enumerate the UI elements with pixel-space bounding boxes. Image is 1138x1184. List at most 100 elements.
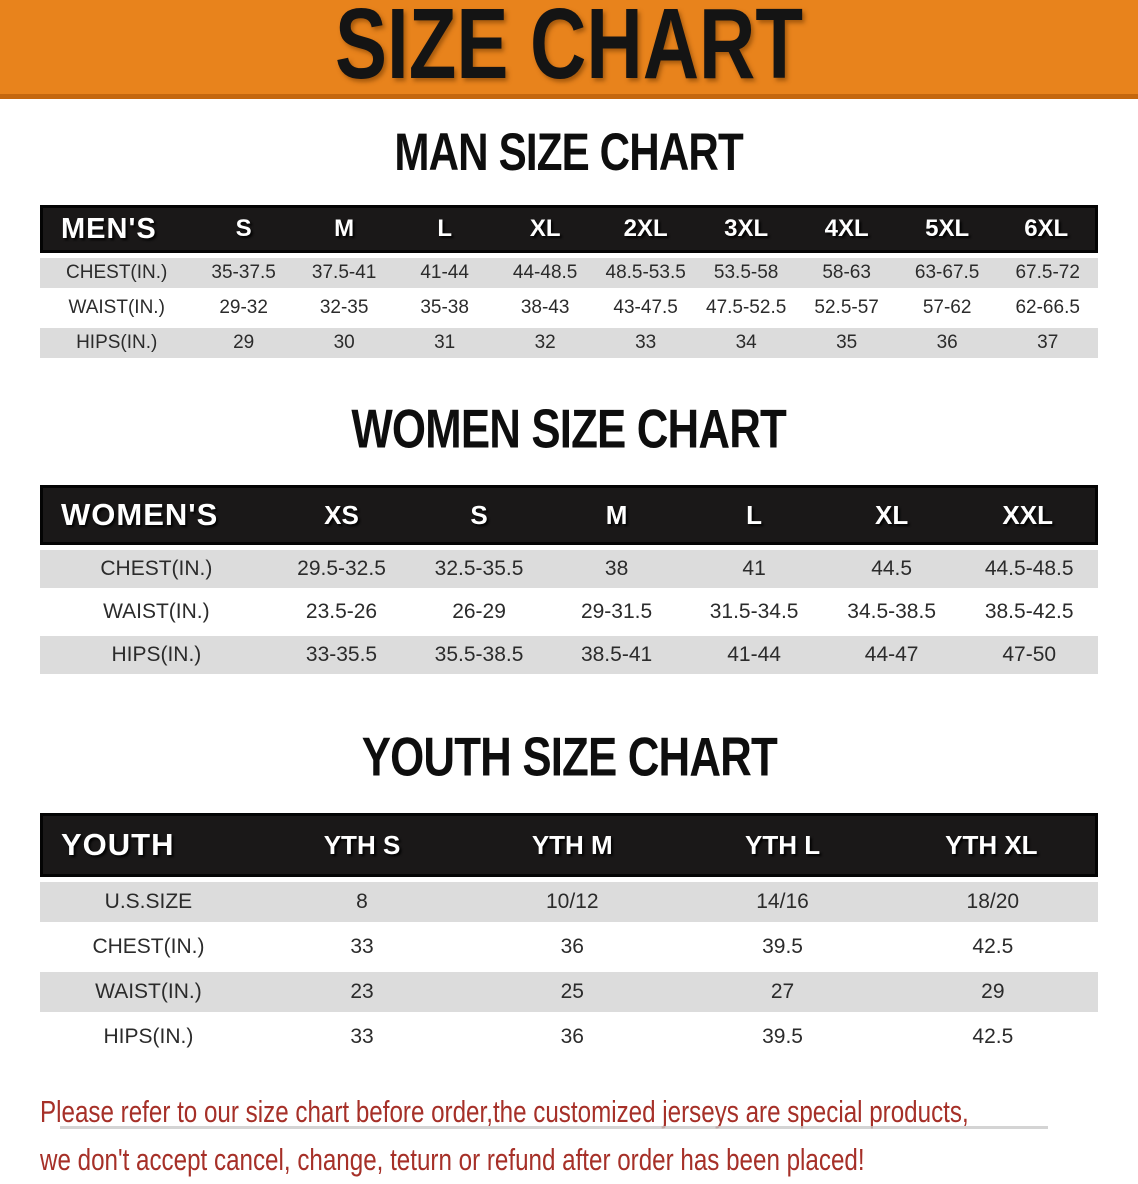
size-cell: 30 <box>293 328 395 358</box>
row-label: CHEST(IN.) <box>40 550 273 588</box>
banner-title: SIZE CHART <box>335 0 803 100</box>
size-cell: 37 <box>997 328 1098 358</box>
size-cell: 62-66.5 <box>997 293 1098 323</box>
size-cell: 33 <box>595 328 696 358</box>
size-cell: 10/12 <box>467 882 678 922</box>
size-cell: 58-63 <box>796 258 897 288</box>
table-corner-label: MEN'S <box>40 205 194 253</box>
size-cell: 39.5 <box>677 927 888 967</box>
size-cell: 36 <box>467 1017 678 1057</box>
size-column-header: M <box>547 485 686 545</box>
size-cell: 53.5-58 <box>695 258 797 288</box>
table-corner-label: WOMEN'S <box>40 485 273 545</box>
table-row: HIPS(IN.) 29 30 31 32 33 34 35 36 37 <box>40 328 1098 358</box>
size-column-header: XS <box>272 485 411 545</box>
size-table: WOMEN'S XS S M L XL XXL CHEST(IN.) 29.5-32.5 32.5… <box>40 480 1098 679</box>
table-row: CHEST(IN.) 33 36 39.5 42.5 <box>40 927 1098 967</box>
table-row: CHEST(IN.) 35-37.5 37.5-41 41-44 44-48.5 48.5… <box>40 258 1098 288</box>
size-cell: 29 <box>887 972 1098 1012</box>
size-cell: 41-44 <box>685 636 823 674</box>
size-column-header: YTH L <box>677 813 888 877</box>
table-header-row: YOUTH YTH S YTH M YTH L YTH XL <box>40 813 1098 877</box>
size-cell: 33 <box>256 1017 468 1057</box>
size-cell: 57-62 <box>896 293 998 323</box>
disclaimer-line2: we don't accept cancel, change, teturn o… <box>40 1142 865 1177</box>
size-column-header: XXL <box>960 485 1098 545</box>
size-column-header: YTH XL <box>887 813 1098 877</box>
size-cell: 38.5-41 <box>547 636 686 674</box>
size-cell: 29 <box>193 328 294 358</box>
size-cell: 47-50 <box>960 636 1098 674</box>
size-cell: 35-38 <box>394 293 495 323</box>
size-cell: 32 <box>494 328 596 358</box>
size-cell: 26-29 <box>410 593 548 631</box>
size-table: YOUTH YTH S YTH M YTH L YTH XL U.S.SIZE 8 10/12… <box>40 808 1098 1062</box>
size-cell: 44.5-48.5 <box>960 550 1098 588</box>
size-cell: 34 <box>695 328 797 358</box>
row-label: HIPS(IN.) <box>40 328 194 358</box>
bottom-edge-line <box>60 1126 1048 1129</box>
row-label: U.S.SIZE <box>40 882 257 922</box>
size-column-header: 3XL <box>695 205 797 253</box>
table-row: WAIST(IN.) 23 25 27 29 <box>40 972 1098 1012</box>
size-cell: 33 <box>256 927 468 967</box>
row-label: HIPS(IN.) <box>40 636 273 674</box>
disclaimer-line1: Please refer to our size chart before or… <box>40 1094 969 1129</box>
size-cell: 39.5 <box>677 1017 888 1057</box>
size-cell: 44-47 <box>822 636 961 674</box>
size-cell: 35-37.5 <box>193 258 294 288</box>
size-cell: 52.5-57 <box>796 293 897 323</box>
size-column-header: YTH S <box>256 813 468 877</box>
table-row: HIPS(IN.) 33-35.5 35.5-38.5 38.5-41 41-44 44-… <box>40 636 1098 674</box>
size-cell: 36 <box>467 927 678 967</box>
section-heading-text: YOUTH SIZE CHART <box>361 725 777 788</box>
table-row: WAIST(IN.) 23.5-26 26-29 29-31.5 31.5-34.5 34… <box>40 593 1098 631</box>
size-cell: 41 <box>685 550 823 588</box>
size-chart-banner: SIZE CHART <box>0 0 1138 99</box>
sections: MAN SIZE CHART MEN'S S M L XL 2XL 3XL 4XL 5XL 6XL C… <box>40 123 1098 1062</box>
size-cell: 38-43 <box>494 293 596 323</box>
table-row: HIPS(IN.) 33 36 39.5 42.5 <box>40 1017 1098 1057</box>
size-cell: 36 <box>896 328 998 358</box>
size-column-header: S <box>193 205 294 253</box>
size-cell: 8 <box>256 882 468 922</box>
size-column-header: 2XL <box>595 205 696 253</box>
size-cell: 31 <box>394 328 495 358</box>
table-corner-label: YOUTH <box>40 813 257 877</box>
table-row: U.S.SIZE 8 10/12 14/16 18/20 <box>40 882 1098 922</box>
size-cell: 37.5-41 <box>293 258 395 288</box>
size-cell: 29-32 <box>193 293 294 323</box>
size-cell: 29.5-32.5 <box>272 550 411 588</box>
size-cell: 33-35.5 <box>272 636 411 674</box>
row-label: WAIST(IN.) <box>40 293 194 323</box>
size-cell: 43-47.5 <box>595 293 696 323</box>
table-header-row: MEN'S S M L XL 2XL 3XL 4XL 5XL 6XL <box>40 205 1098 253</box>
size-cell: 38.5-42.5 <box>960 593 1098 631</box>
size-cell: 44.5 <box>822 550 961 588</box>
section-heading-text: MAN SIZE CHART <box>394 123 744 183</box>
size-column-header: 4XL <box>796 205 897 253</box>
size-cell: 38 <box>547 550 686 588</box>
size-cell: 42.5 <box>887 1017 1098 1057</box>
size-cell: 18/20 <box>887 882 1098 922</box>
size-column-header: XL <box>494 205 596 253</box>
size-cell: 44-48.5 <box>494 258 596 288</box>
size-chart-content: MAN SIZE CHART MEN'S S M L XL 2XL 3XL 4XL 5XL 6XL C… <box>0 123 1138 1184</box>
size-cell: 23.5-26 <box>272 593 411 631</box>
size-cell: 29-31.5 <box>547 593 686 631</box>
size-column-header: XL <box>822 485 961 545</box>
size-column-header: YTH M <box>467 813 678 877</box>
section-heading-text: WOMEN SIZE CHART <box>351 397 787 460</box>
size-cell: 47.5-52.5 <box>695 293 797 323</box>
size-cell: 31.5-34.5 <box>685 593 823 631</box>
size-cell: 14/16 <box>677 882 888 922</box>
size-cell: 42.5 <box>887 927 1098 967</box>
size-cell: 34.5-38.5 <box>822 593 961 631</box>
size-table: MEN'S S M L XL 2XL 3XL 4XL 5XL 6XL CHEST(IN.) 35-37… <box>40 200 1098 363</box>
size-cell: 35 <box>796 328 897 358</box>
table-header-row: WOMEN'S XS S M L XL XXL <box>40 485 1098 545</box>
size-cell: 27 <box>677 972 888 1012</box>
size-column-header: L <box>685 485 823 545</box>
table-row: WAIST(IN.) 29-32 32-35 35-38 38-43 43-47.5 47.… <box>40 293 1098 323</box>
size-cell: 25 <box>467 972 678 1012</box>
